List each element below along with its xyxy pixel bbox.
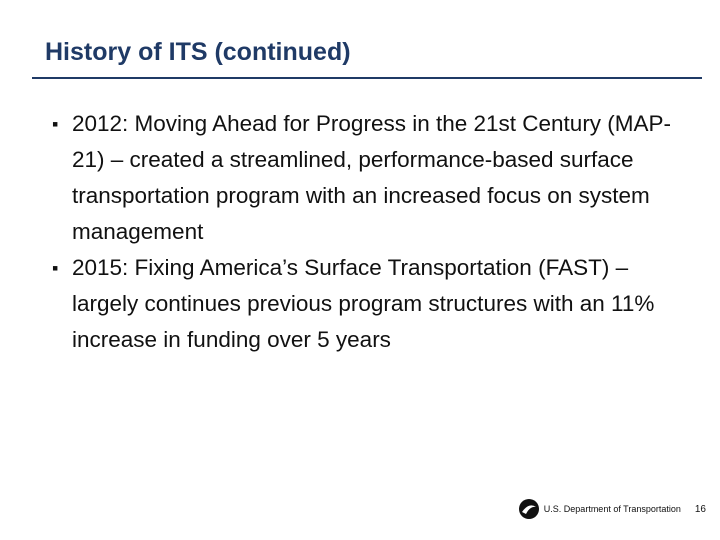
organization: U.S. Department of Transportation <box>543 504 681 514</box>
title-rule <box>32 77 702 79</box>
bullet: 2015: Fixing America’s Surface Transport… <box>52 250 678 358</box>
bullet: 2012: Moving Ahead for Progress in the 2… <box>52 106 678 250</box>
title: History of ITS (continued) <box>45 38 351 66</box>
bullet-list: 2012: Moving Ahead for Progress in the 2… <box>52 106 678 358</box>
page-number: 16 <box>694 503 706 515</box>
dot-logo <box>518 499 539 519</box>
footer: U.S. Department of Transportation 16 <box>518 498 706 520</box>
